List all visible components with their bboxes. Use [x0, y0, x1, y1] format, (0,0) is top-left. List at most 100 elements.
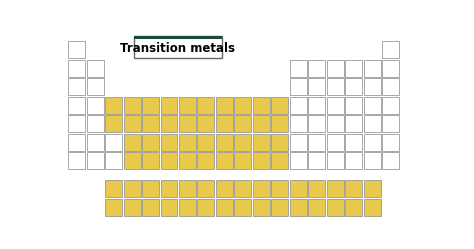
Bar — [124, 115, 140, 132]
Bar — [68, 78, 85, 95]
Bar — [216, 180, 233, 197]
Bar — [87, 152, 103, 169]
Bar — [87, 134, 103, 151]
Bar — [383, 115, 399, 132]
Bar — [327, 78, 344, 95]
Bar — [161, 115, 177, 132]
Bar — [346, 180, 362, 197]
Bar — [327, 134, 344, 151]
Bar — [272, 180, 288, 197]
Bar — [142, 134, 159, 151]
Bar — [142, 199, 159, 216]
Bar — [364, 115, 381, 132]
Bar — [124, 199, 140, 216]
Bar — [105, 152, 122, 169]
Bar — [179, 152, 196, 169]
Bar — [309, 152, 325, 169]
Bar — [383, 41, 399, 58]
Bar — [161, 180, 177, 197]
Bar — [105, 115, 122, 132]
Bar — [142, 152, 159, 169]
Bar — [68, 115, 85, 132]
Bar — [179, 134, 196, 151]
Bar — [327, 180, 344, 197]
Bar — [198, 134, 214, 151]
Bar — [161, 97, 177, 114]
Bar — [105, 199, 122, 216]
Bar — [364, 97, 381, 114]
Bar — [290, 199, 307, 216]
Bar — [161, 199, 177, 216]
Bar — [290, 78, 307, 95]
Bar — [198, 97, 214, 114]
Bar — [124, 180, 140, 197]
Bar — [327, 152, 344, 169]
Bar — [105, 180, 122, 197]
Bar — [327, 97, 344, 114]
Bar — [364, 152, 381, 169]
Bar — [346, 115, 362, 132]
Bar — [346, 134, 362, 151]
Bar — [216, 152, 233, 169]
Bar — [383, 78, 399, 95]
Bar — [216, 134, 233, 151]
Bar — [198, 199, 214, 216]
Bar — [253, 180, 270, 197]
Text: Transition metals: Transition metals — [120, 42, 236, 55]
Bar — [235, 115, 251, 132]
Bar — [87, 60, 103, 77]
Bar — [161, 134, 177, 151]
Bar — [216, 97, 233, 114]
Bar — [87, 78, 103, 95]
Bar — [179, 115, 196, 132]
Bar — [346, 60, 362, 77]
Bar — [346, 152, 362, 169]
Bar — [253, 134, 270, 151]
Bar — [290, 60, 307, 77]
Bar — [364, 134, 381, 151]
Bar — [253, 97, 270, 114]
Bar — [290, 134, 307, 151]
Bar — [253, 199, 270, 216]
Bar — [364, 78, 381, 95]
Bar — [364, 180, 381, 197]
Bar — [68, 134, 85, 151]
Bar — [68, 97, 85, 114]
Bar — [364, 199, 381, 216]
Bar — [309, 97, 325, 114]
Bar — [235, 152, 251, 169]
Bar — [179, 97, 196, 114]
Bar — [142, 180, 159, 197]
Bar — [272, 134, 288, 151]
Bar — [364, 60, 381, 77]
Bar — [272, 97, 288, 114]
Bar — [124, 152, 140, 169]
Bar — [68, 152, 85, 169]
Bar — [309, 60, 325, 77]
Bar — [235, 134, 251, 151]
Bar — [198, 115, 214, 132]
Bar — [253, 115, 270, 132]
Bar — [216, 199, 233, 216]
Bar — [346, 78, 362, 95]
Bar — [124, 134, 140, 151]
Bar — [327, 60, 344, 77]
Bar — [134, 36, 222, 39]
Bar — [134, 36, 222, 58]
Bar — [309, 115, 325, 132]
Bar — [68, 60, 85, 77]
Bar — [327, 199, 344, 216]
Bar — [216, 115, 233, 132]
Bar — [383, 60, 399, 77]
Bar — [290, 180, 307, 197]
Bar — [290, 97, 307, 114]
Bar — [235, 199, 251, 216]
Bar — [272, 115, 288, 132]
Bar — [161, 152, 177, 169]
Bar — [272, 152, 288, 169]
Bar — [253, 152, 270, 169]
Bar — [309, 180, 325, 197]
Bar — [383, 134, 399, 151]
Bar — [235, 180, 251, 197]
Bar — [309, 78, 325, 95]
